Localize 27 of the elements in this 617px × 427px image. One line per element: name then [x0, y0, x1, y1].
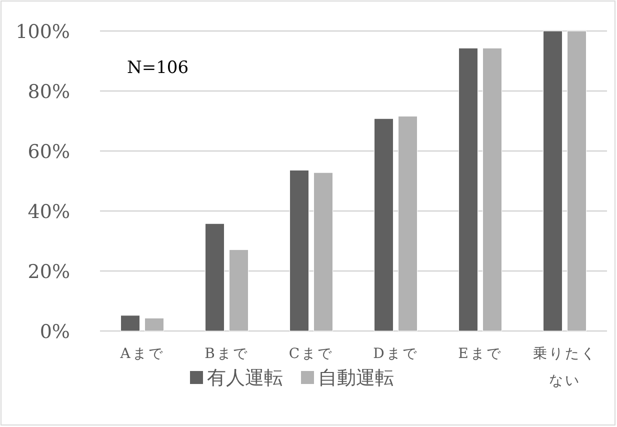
x-tick-label: Dまで [373, 346, 418, 362]
bar [458, 48, 478, 332]
y-tick-label: 0% [40, 321, 70, 343]
x-tick-label: Aまで [119, 346, 164, 362]
x-tick-label: Eまで [458, 346, 502, 362]
bar [314, 172, 333, 332]
y-tick-label: 100% [16, 21, 70, 43]
bar [290, 170, 309, 332]
annotation: N=106 [127, 58, 189, 78]
bar [229, 249, 248, 332]
y-tick-label: 20% [28, 261, 70, 283]
y-tick-label: 60% [28, 141, 70, 163]
bar [120, 315, 140, 332]
legend-label: 自動運転 [318, 367, 394, 389]
x-tick-label: 乗りたくない [532, 346, 597, 389]
bar [205, 223, 224, 332]
x-tick-label: Bまで [204, 346, 249, 362]
legend-label: 有人運転 [207, 367, 283, 389]
x-tick-label: Cまで [288, 346, 334, 362]
bar [374, 118, 394, 332]
bar [567, 30, 586, 332]
bar [543, 30, 562, 332]
y-tick-label: 80% [28, 81, 70, 103]
bar [398, 116, 418, 332]
bar [482, 48, 502, 332]
bar [144, 318, 164, 332]
y-tick-label: 40% [28, 201, 70, 223]
